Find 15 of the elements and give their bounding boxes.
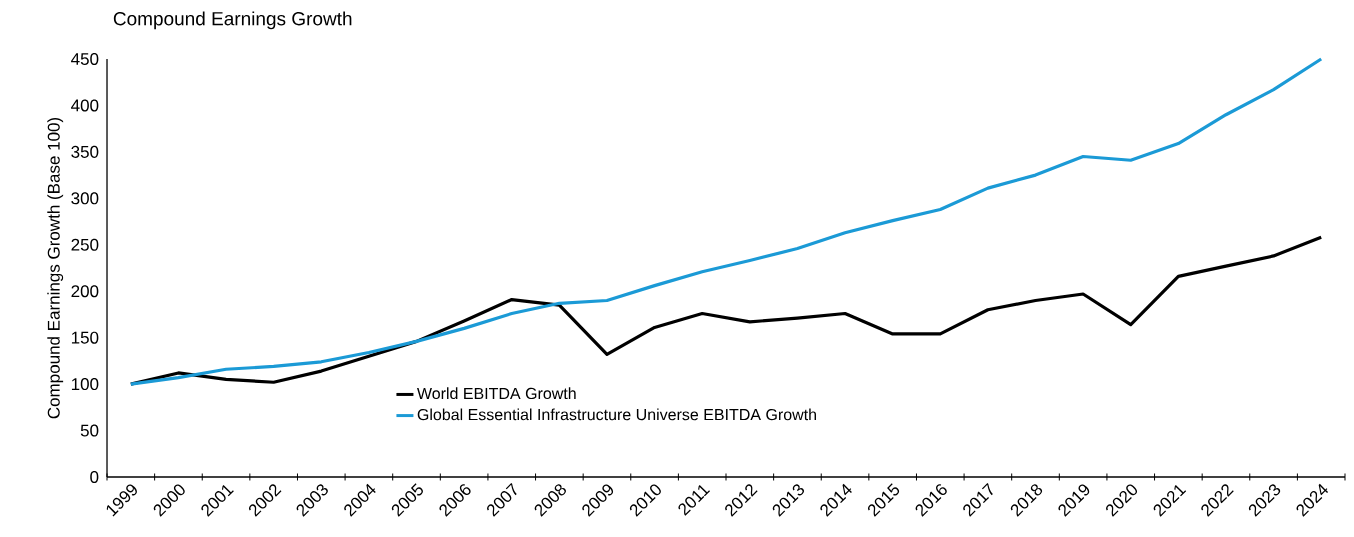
y-tick-label: 400 (71, 99, 99, 112)
y-tick-label: 0 (90, 470, 99, 484)
y-tick-label: 450 (71, 52, 99, 66)
y-tick-label: 200 (71, 285, 99, 298)
y-tick-label: 100 (71, 378, 99, 391)
y-tick-label: 350 (71, 145, 99, 158)
y-tick-label: 50 (80, 424, 99, 437)
y-tick-label: 150 (71, 331, 99, 344)
y-axis-title: Compound Earnings Growth (Base 100) (47, 117, 64, 419)
legend-label: World EBITDA Growth (417, 387, 576, 400)
legend-label: Global Essential Infrastructure Universe EBITDA Growth (417, 408, 816, 421)
y-tick-label: 300 (71, 192, 99, 205)
y-tick-label: 250 (71, 238, 99, 251)
chart-title: Compound Earnings Growth (113, 11, 352, 30)
line-series (129, 57, 1323, 386)
